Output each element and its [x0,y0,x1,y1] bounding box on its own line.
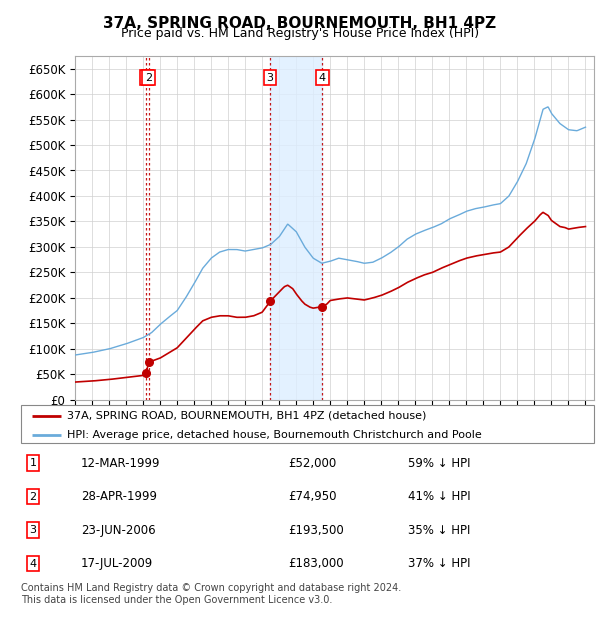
Text: £52,000: £52,000 [288,457,336,469]
Text: 37% ↓ HPI: 37% ↓ HPI [408,557,470,570]
Text: 2: 2 [29,492,37,502]
Text: £183,000: £183,000 [288,557,344,570]
Text: 37A, SPRING ROAD, BOURNEMOUTH, BH1 4PZ: 37A, SPRING ROAD, BOURNEMOUTH, BH1 4PZ [103,16,497,30]
Text: 12-MAR-1999: 12-MAR-1999 [81,457,161,469]
Text: 2: 2 [145,73,152,82]
Text: 4: 4 [29,559,37,569]
Text: 3: 3 [266,73,274,82]
Text: £74,950: £74,950 [288,490,337,503]
Text: 3: 3 [29,525,37,535]
Text: 4: 4 [319,73,326,82]
Text: 37A, SPRING ROAD, BOURNEMOUTH, BH1 4PZ (detached house): 37A, SPRING ROAD, BOURNEMOUTH, BH1 4PZ (… [67,410,426,420]
Text: 35% ↓ HPI: 35% ↓ HPI [408,524,470,536]
Text: 23-JUN-2006: 23-JUN-2006 [81,524,155,536]
Text: £193,500: £193,500 [288,524,344,536]
Text: 1: 1 [143,73,150,82]
Text: 59% ↓ HPI: 59% ↓ HPI [408,457,470,469]
Text: Contains HM Land Registry data © Crown copyright and database right 2024.
This d: Contains HM Land Registry data © Crown c… [21,583,401,605]
Bar [270,56,322,400]
Text: 41% ↓ HPI: 41% ↓ HPI [408,490,470,503]
Text: 17-JUL-2009: 17-JUL-2009 [81,557,153,570]
Text: Price paid vs. HM Land Registry's House Price Index (HPI): Price paid vs. HM Land Registry's House … [121,27,479,40]
Text: 28-APR-1999: 28-APR-1999 [81,490,157,503]
Text: HPI: Average price, detached house, Bournemouth Christchurch and Poole: HPI: Average price, detached house, Bour… [67,430,482,440]
Text: 1: 1 [29,458,37,468]
